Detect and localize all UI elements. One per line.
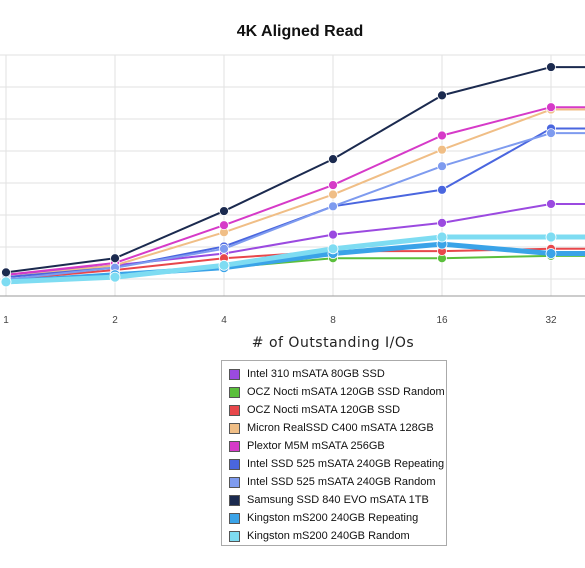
data-point <box>546 102 556 113</box>
legend-item: Plextor M5M mSATA 256GB <box>222 437 446 455</box>
legend-swatch <box>229 422 240 434</box>
legend-label: Plextor M5M mSATA 256GB <box>247 440 385 452</box>
x-tick-label: 16 <box>436 315 448 326</box>
legend-item: Intel SSD 525 mSATA 240GB Random <box>222 473 446 491</box>
data-point <box>328 229 338 240</box>
legend-swatch <box>229 476 240 488</box>
legend-swatch <box>229 530 240 542</box>
legend-label: Kingston mS200 240GB Repeating <box>247 512 419 524</box>
data-point <box>546 199 556 209</box>
legend-swatch <box>229 404 240 416</box>
legend-swatch <box>229 458 240 470</box>
legend-item: OCZ Nocti mSATA 120GB SSD Random <box>222 383 446 401</box>
data-point <box>546 128 556 139</box>
data-point <box>437 144 447 155</box>
legend-swatch <box>229 368 240 380</box>
data-point <box>437 217 447 228</box>
x-tick-label: 32 <box>545 315 557 326</box>
x-tick-label: 4 <box>221 315 227 326</box>
chart-title: 4K Aligned Read <box>237 23 364 40</box>
data-point <box>545 231 557 243</box>
legend-item: Kingston mS200 240GB Random <box>222 527 446 545</box>
x-tick-label: 1 <box>3 315 9 326</box>
legend-label: Intel SSD 525 mSATA 240GB Repeating <box>247 458 445 470</box>
legend-label: Kingston mS200 240GB Random <box>247 530 410 542</box>
x-tick-labels: 1 2 4 8 16 32 <box>3 315 557 326</box>
data-point <box>437 184 447 195</box>
data-point <box>327 243 339 255</box>
x-tick-label: 8 <box>330 315 336 326</box>
legend-item: OCZ Nocti mSATA 120GB SSD <box>222 401 446 419</box>
legend-item: Kingston mS200 240GB Repeating <box>222 509 446 527</box>
data-point <box>328 201 338 212</box>
data-point <box>109 271 121 283</box>
legend-label: Micron RealSSD C400 mSATA 128GB <box>247 422 434 434</box>
data-point <box>436 231 448 243</box>
x-axis-label: # of Outstanding I/Os <box>252 335 414 351</box>
data-point <box>219 206 229 216</box>
x-tick-label: 2 <box>112 315 118 326</box>
legend-label: Intel 310 mSATA 80GB SSD <box>247 368 385 380</box>
legend-swatch <box>229 440 240 452</box>
data-point <box>437 130 447 141</box>
data-point <box>328 180 338 190</box>
legend-item: Samsung SSD 840 EVO mSATA 1TB <box>222 491 446 509</box>
series-lines <box>0 62 585 288</box>
data-point <box>546 62 556 72</box>
data-point <box>1 267 11 278</box>
data-point <box>110 253 120 264</box>
data-point <box>545 248 557 259</box>
legend-swatch <box>229 494 240 506</box>
legend-label: OCZ Nocti mSATA 120GB SSD Random <box>247 386 445 398</box>
data-point <box>219 220 229 231</box>
legend-swatch <box>229 512 240 524</box>
data-point <box>328 154 338 165</box>
legend-label: OCZ Nocti mSATA 120GB SSD <box>247 404 401 416</box>
legend-item: Micron RealSSD C400 mSATA 128GB <box>222 419 446 437</box>
legend-swatch <box>229 386 240 398</box>
legend: Intel 310 mSATA 80GB SSD OCZ Nocti mSATA … <box>221 360 447 546</box>
legend-item: Intel SSD 525 mSATA 240GB Repeating <box>222 455 446 473</box>
data-point <box>219 243 229 254</box>
data-point <box>218 259 230 271</box>
legend-label: Samsung SSD 840 EVO mSATA 1TB <box>247 494 429 506</box>
data-point <box>437 161 447 172</box>
legend-label: Intel SSD 525 mSATA 240GB Random <box>247 476 436 488</box>
legend-item: Intel 310 mSATA 80GB SSD <box>222 365 446 383</box>
data-point <box>328 189 338 200</box>
data-point <box>0 276 12 288</box>
data-point <box>437 90 447 101</box>
